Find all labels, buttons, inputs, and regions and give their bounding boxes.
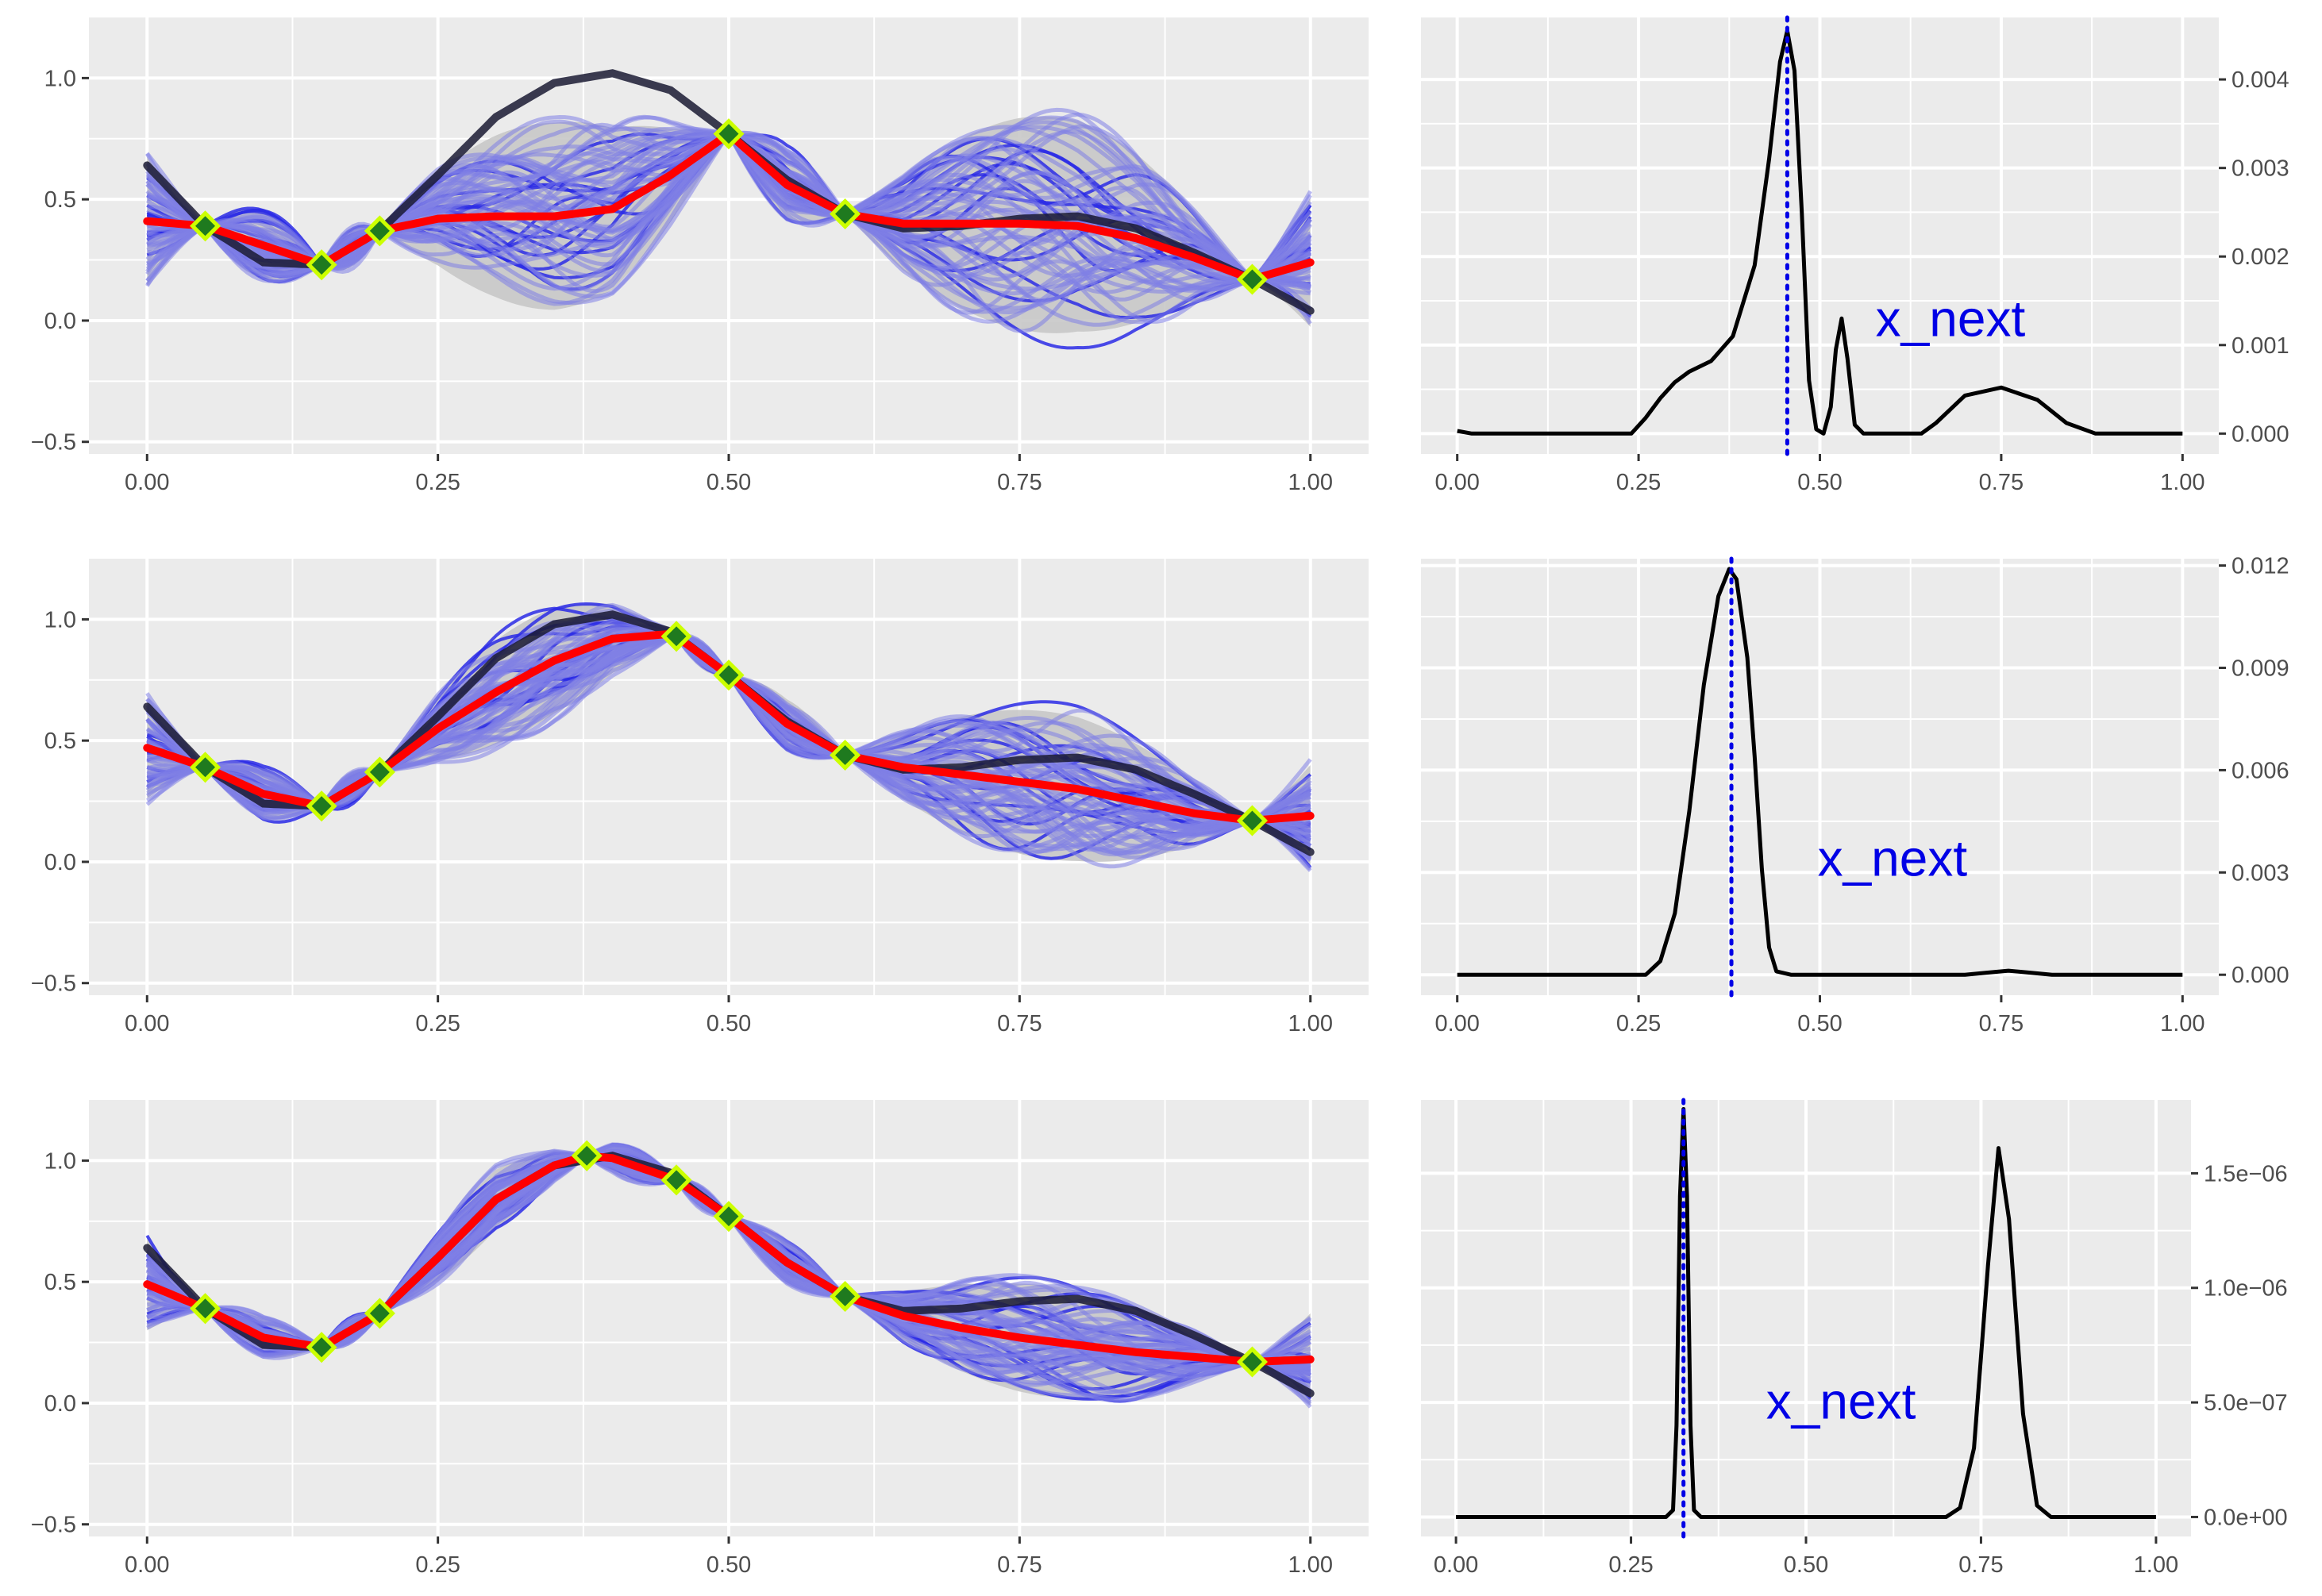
- x-tick-label: 0.50: [707, 1552, 751, 1578]
- y-tick-label: 0.009: [2232, 656, 2289, 682]
- y-tick-label: 1.0: [44, 66, 76, 91]
- x-tick-label: 0.25: [415, 1552, 460, 1578]
- observation-point: [1236, 805, 1268, 836]
- observation-point: [364, 1298, 395, 1329]
- observation-point: [364, 756, 395, 788]
- panel-row3-posterior: 0.00 0.25 0.50 0.75 1.00 1.0 0.5 0.0 −0.5: [31, 1100, 1369, 1578]
- x-next-annotation: x_next: [1818, 830, 1968, 887]
- x-tick-label: 1.00: [1288, 470, 1333, 495]
- y-tick-label: 5.0e−07: [2204, 1390, 2288, 1416]
- x-tick-label: 0.25: [1616, 470, 1661, 495]
- y-tick-label: 0.000: [2232, 421, 2289, 447]
- x-tick-label: 0.00: [125, 1552, 169, 1578]
- acquisition-curve: [1457, 29, 2183, 436]
- x-tick-label: 0.00: [1434, 1011, 1479, 1036]
- observation-point: [713, 118, 745, 150]
- x-tick-label: 0.50: [707, 1011, 751, 1036]
- y-tick-label: 0.0: [44, 850, 76, 875]
- y-tick-label: 0.002: [2232, 244, 2289, 270]
- x-tick-label: 0.25: [1608, 1552, 1653, 1578]
- y-tick-label: 0.5: [44, 187, 76, 213]
- y-tick-label: 0.0e+00: [2204, 1505, 2288, 1530]
- observation-point: [1236, 263, 1268, 295]
- y-tick-label: 0.006: [2232, 758, 2289, 783]
- acquisition-curve: [1457, 567, 2183, 977]
- observation-point: [190, 1293, 221, 1325]
- y-tick-label: 1.0e−06: [2204, 1276, 2288, 1302]
- x-tick-label: 0.00: [125, 470, 169, 495]
- x-tick-label: 0.25: [415, 1011, 460, 1036]
- x-tick-label: 0.00: [1434, 470, 1479, 495]
- y-tick-label: 1.0: [44, 1148, 76, 1174]
- observation-point: [660, 621, 692, 652]
- x-tick-label: 0.50: [1797, 1011, 1842, 1036]
- observation-point: [306, 1332, 337, 1363]
- panel-row2-acquisition: 0.00 0.25 0.50 0.75 1.00 x_next 0.012 0.009 0.00…: [1421, 554, 2289, 1036]
- y-tick-label: 0.003: [2232, 860, 2289, 886]
- x-tick-label: 1.00: [1288, 1011, 1333, 1036]
- x-tick-label: 0.50: [707, 470, 751, 495]
- x-next-annotation: x_next: [1876, 290, 2026, 348]
- y-tick-label: −0.5: [31, 1513, 76, 1538]
- y-tick-label: −0.5: [31, 971, 76, 997]
- x-tick-label: 0.25: [415, 470, 460, 495]
- y-tick-label: 0.003: [2232, 156, 2289, 182]
- observation-point: [1236, 1346, 1268, 1378]
- x-tick-label: 0.50: [1784, 1552, 1828, 1578]
- x-next-annotation: x_next: [1766, 1372, 1916, 1429]
- acquisition-curve: [1456, 1107, 2156, 1519]
- panel-row1-posterior: 0.00 0.25 0.50 0.75 1.00 1.0 0.5 0.0 −0.5: [31, 17, 1369, 495]
- x-tick-label: 0.75: [997, 1011, 1042, 1036]
- x-tick-label: 1.00: [2134, 1552, 2178, 1578]
- x-tick-label: 0.50: [1797, 470, 1842, 495]
- observation-point: [830, 739, 861, 771]
- panel-row1-acquisition: 0.00 0.25 0.50 0.75 1.00 x_next 0.004 0.003 0.00…: [1421, 15, 2289, 495]
- x-tick-label: 0.25: [1616, 1011, 1661, 1036]
- observation-point: [306, 790, 337, 822]
- y-tick-label: 0.012: [2232, 554, 2289, 579]
- observation-point: [713, 1201, 745, 1233]
- observation-point: [190, 752, 221, 783]
- observation-point: [190, 210, 221, 242]
- y-tick-label: 0.5: [44, 1270, 76, 1295]
- x-tick-label: 0.75: [1958, 1552, 2003, 1578]
- observation-point: [306, 249, 337, 281]
- y-tick-label: 0.001: [2232, 333, 2289, 359]
- observation-point: [830, 198, 861, 230]
- x-tick-label: 0.00: [125, 1011, 169, 1036]
- panel-row3-acquisition: 0.00 0.25 0.50 0.75 1.00 x_next 1.5e−06 1.0e−06…: [1421, 1098, 2288, 1578]
- y-tick-label: 0.000: [2232, 963, 2289, 988]
- x-tick-label: 0.75: [1979, 470, 2024, 495]
- x-tick-label: 1.00: [2160, 1011, 2205, 1036]
- y-tick-label: 0.0: [44, 309, 76, 334]
- y-tick-label: 1.0: [44, 607, 76, 633]
- x-tick-label: 1.00: [2160, 470, 2205, 495]
- observation-point: [830, 1280, 861, 1313]
- panel-row2-posterior: 0.00 0.25 0.50 0.75 1.00 1.0 0.5 0.0 −0.5: [31, 559, 1369, 1036]
- x-tick-label: 0.75: [1979, 1011, 2024, 1036]
- y-tick-label: −0.5: [31, 430, 76, 456]
- observation-point: [364, 215, 395, 247]
- y-tick-label: 0.5: [44, 729, 76, 754]
- observation-point: [713, 660, 745, 691]
- observation-point: [571, 1140, 603, 1171]
- y-tick-label: 0.004: [2232, 67, 2289, 93]
- y-tick-label: 0.0: [44, 1391, 76, 1417]
- observation-point: [660, 1164, 692, 1196]
- x-tick-label: 1.00: [1288, 1552, 1333, 1578]
- x-tick-label: 0.00: [1434, 1552, 1478, 1578]
- y-tick-label: 1.5e−06: [2204, 1161, 2288, 1186]
- x-tick-label: 0.75: [997, 1552, 1042, 1578]
- x-tick-label: 0.75: [997, 470, 1042, 495]
